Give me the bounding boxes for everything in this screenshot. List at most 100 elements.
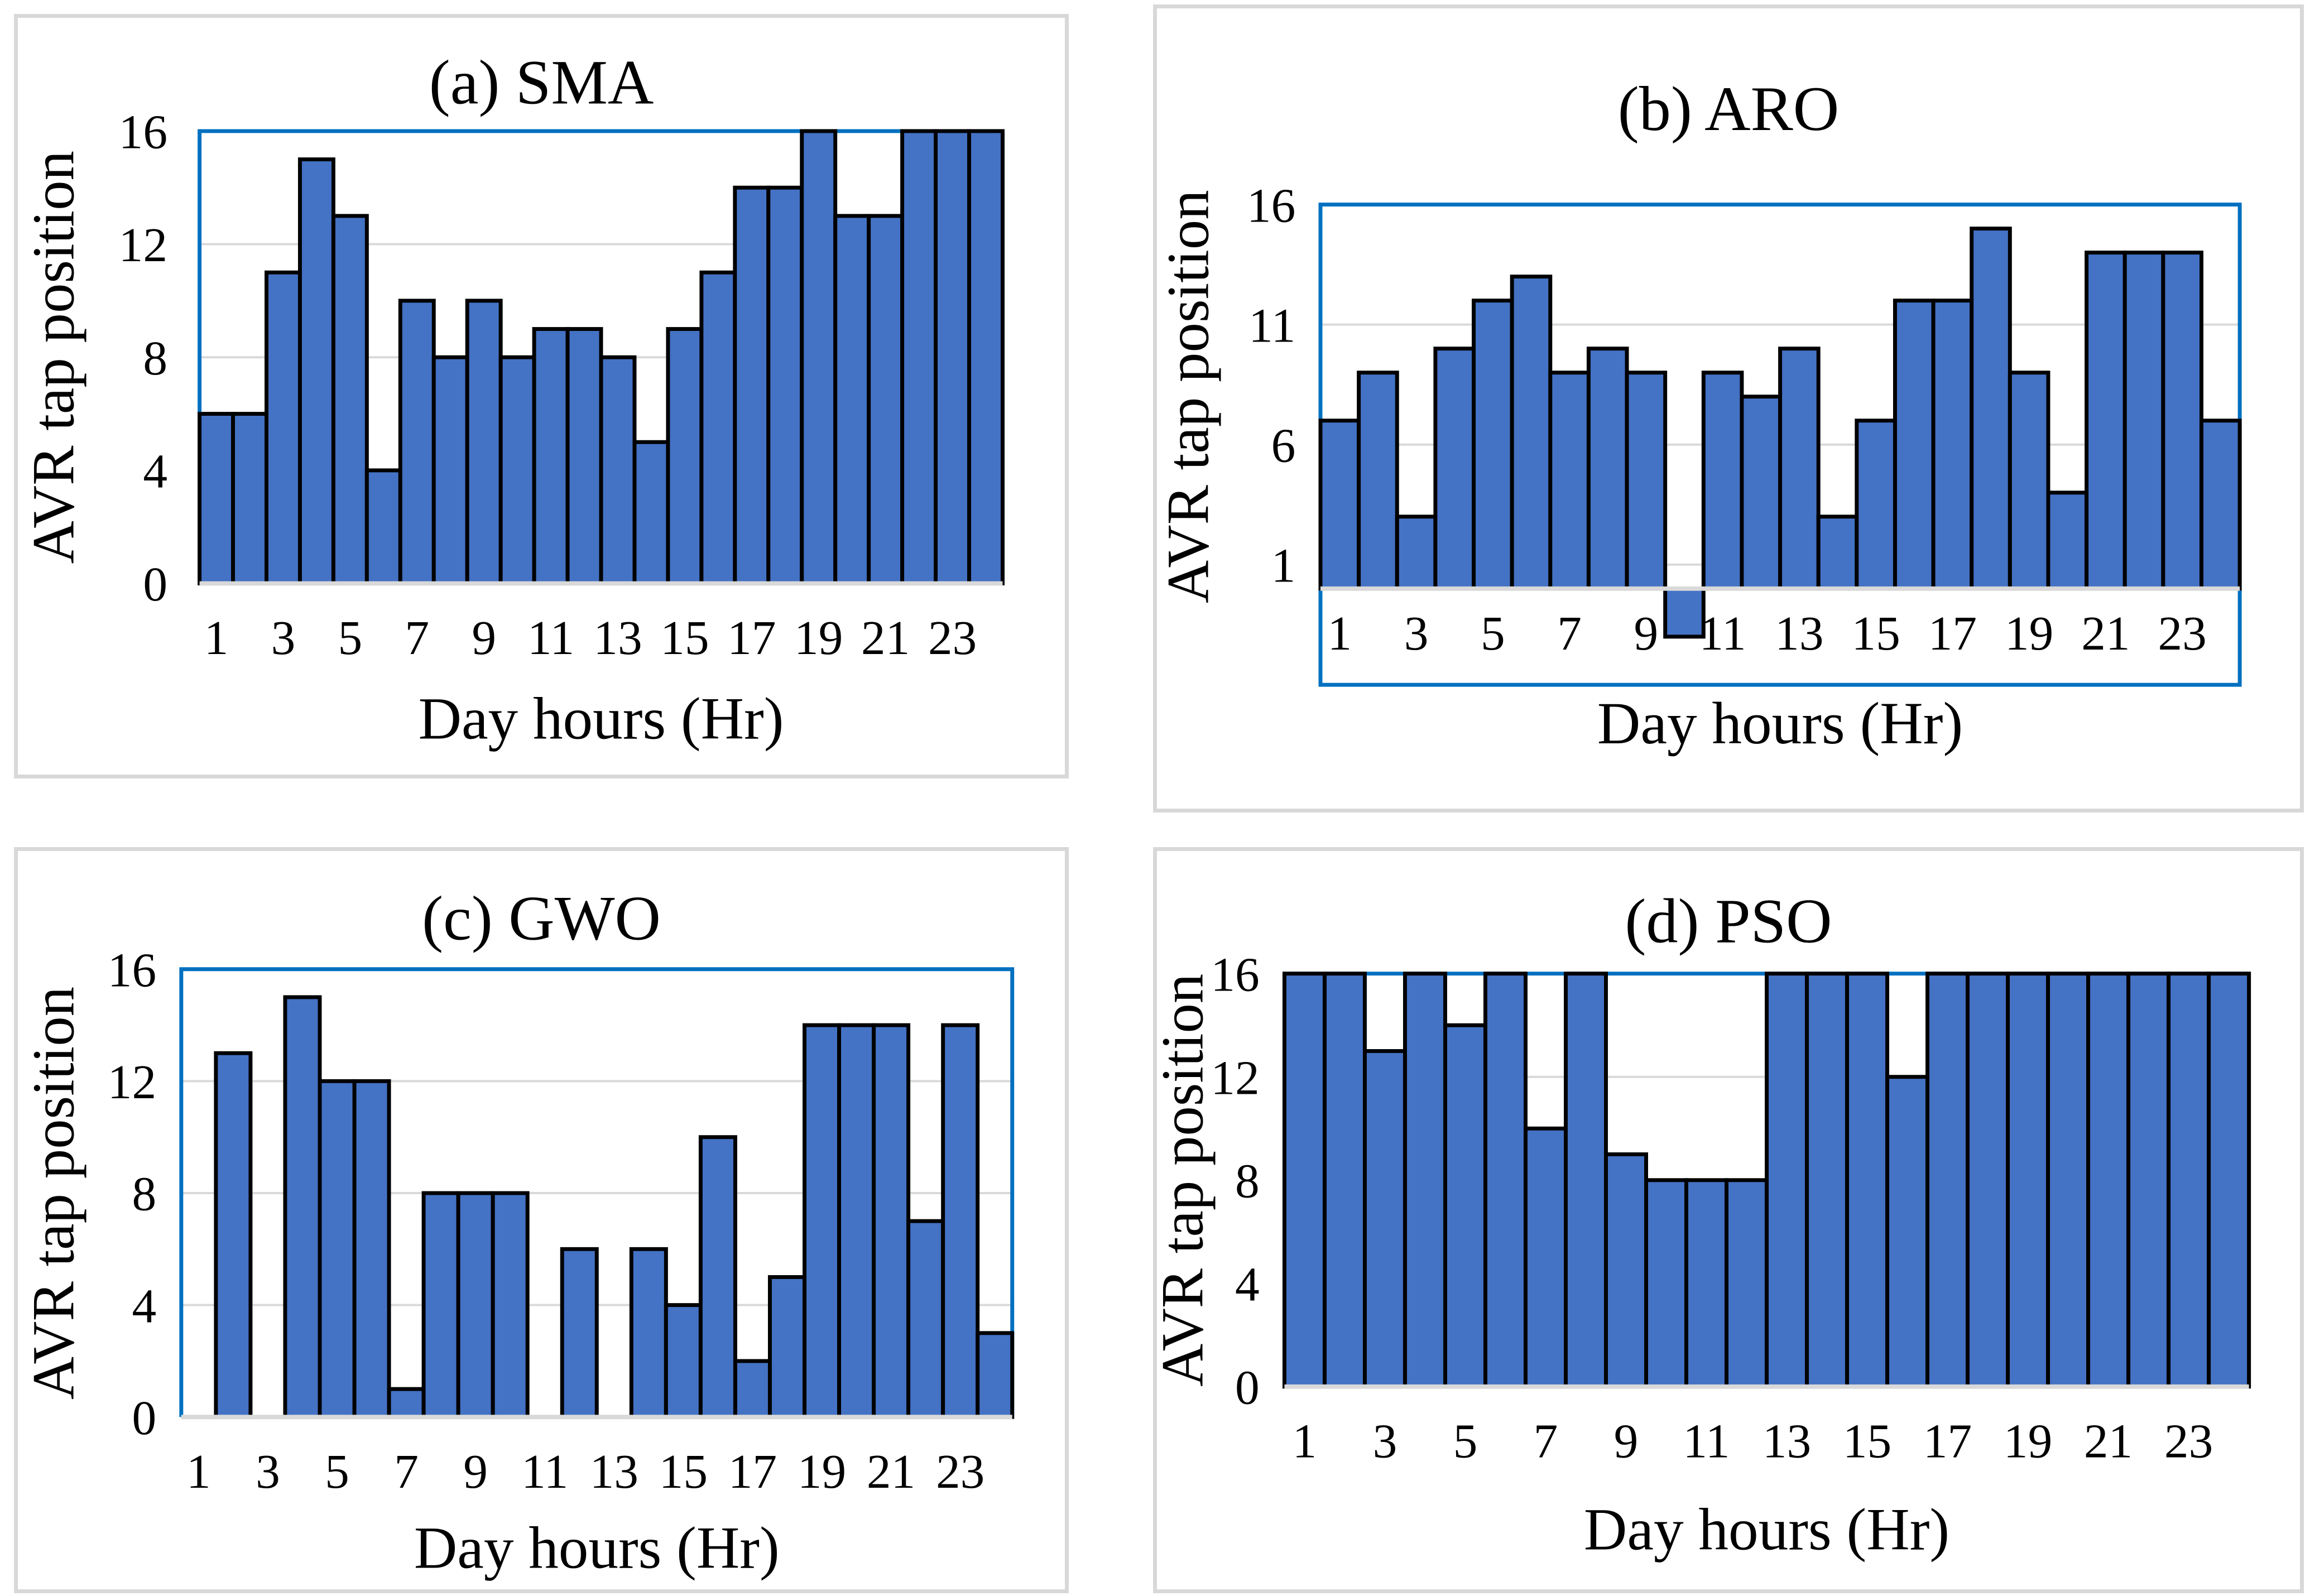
bar-hour-10 [491,1191,530,1419]
x-tick-1: 1 [186,1444,211,1498]
chart-title: (d) PSO [1625,885,1832,956]
y-tick-0: 0 [143,557,167,611]
bar-hour-7 [1548,371,1591,591]
y-tick-labels: 0 4 8 12 16 [1211,947,1259,1414]
x-tick-5: 5 [338,610,363,665]
y-axis-title: AVR tap position [1157,190,1221,603]
x-tick-17: 17 [1928,606,1977,660]
bar-hour-17 [733,1359,772,1419]
x-tick-7: 7 [1557,606,1582,660]
x-tick-23: 23 [928,610,977,665]
x-tick-13: 13 [593,610,642,665]
bar-hour-4 [1433,347,1476,591]
bar-hour-11 [532,327,570,585]
bar-hour-14 [1816,515,1859,591]
y-tick-12: 12 [1211,1051,1259,1105]
bar-hour-24 [2207,972,2251,1389]
y-tick-4: 4 [132,1278,156,1333]
bar-hour-9 [465,299,503,585]
bar-hour-24 [967,129,1005,585]
bar-hour-3 [1395,515,1438,591]
bar-hour-5 [331,214,369,585]
panel-gwo: 0 4 8 12 16 1 3 5 7 9 11 13 15 17 19 21 23 (c) GWO AVR … [14,847,1069,1593]
bar-hour-4 [283,995,322,1419]
x-tick-17: 17 [728,1444,777,1498]
bar-hour-17 [733,185,771,585]
bar-hour-2 [214,1051,253,1419]
bar-hour-2 [1322,972,1367,1389]
bar-hour-5 [318,1079,357,1419]
panel-aro: 1 6 11 16 1 3 5 7 9 11 13 15 17 19 21 23 (b) ARO AVR t… [1153,4,2304,813]
bar-hour-2 [231,412,268,585]
bar-hour-11 [1684,1178,1728,1389]
bar-hour-4 [1403,972,1447,1389]
x-tick-9: 9 [472,610,496,665]
bar-hour-17 [1931,299,1974,591]
x-tick-11: 11 [527,610,574,665]
y-axis-title: AVR tap position [21,151,87,564]
bar-hour-16 [1893,299,1936,591]
bars [1318,227,2242,639]
x-tick-13: 13 [590,1444,638,1498]
bar-hour-6 [1510,275,1553,591]
bars [1282,972,2251,1389]
x-tick-5: 5 [325,1444,349,1498]
x-tick-11: 11 [1699,606,1746,660]
x-tick-21: 21 [867,1444,915,1498]
y-tick-8: 8 [143,331,167,385]
bar-hour-19 [803,1023,841,1419]
bar-hour-18 [767,1275,806,1419]
bar-hour-1 [1318,419,1361,591]
bar-hour-22 [2122,251,2165,591]
plot-border-path [179,967,1015,1417]
y-tick-4: 4 [1235,1257,1260,1311]
y-tick-12: 12 [108,1055,156,1109]
bar-hour-23 [934,129,971,585]
bar-hour-9 [456,1191,495,1419]
y-tick-16: 16 [108,943,156,997]
chart-title: (a) SMA [429,47,654,118]
bar-hour-8 [431,355,469,585]
bar-hour-9 [1625,371,1668,591]
bar-hour-21 [2086,972,2131,1389]
bar-hour-15 [664,1303,703,1419]
bar-hour-15 [1845,972,1890,1389]
bar-hour-13 [1765,972,1809,1389]
bar-hour-12 [560,1247,599,1419]
y-tick-6: 6 [1271,419,1296,473]
x-tick-3: 3 [256,1444,280,1498]
bar-hour-14 [1805,972,1850,1389]
bar-hour-21 [867,214,905,585]
bar-hour-19 [2006,972,2050,1389]
x-tick-19: 19 [794,610,843,665]
y-tick-8: 8 [132,1167,156,1221]
x-tick-9: 9 [463,1444,488,1498]
x-tick-17: 17 [1923,1414,1972,1468]
x-tick-23: 23 [936,1444,984,1498]
bar-hour-2 [1357,371,1399,591]
bar-hour-17 [1925,972,1970,1389]
bar-hour-19 [2008,371,2050,591]
bar-hour-14 [629,1247,668,1419]
bar-hour-7 [1524,1126,1568,1389]
x-tick-21: 21 [2084,1414,2133,1468]
bar-hour-11 [1701,371,1744,591]
bar-hour-6 [1483,972,1528,1389]
bar-hour-23 [941,1023,980,1419]
bar-hour-1 [198,412,235,585]
x-tick-17: 17 [727,610,776,665]
bar-hour-19 [800,129,838,585]
bar-hour-15 [666,327,704,585]
bar-hour-21 [872,1023,911,1419]
x-axis-title: Day hours (Hr) [414,1516,780,1581]
bar-hour-5 [1472,299,1514,591]
y-tick-11: 11 [1248,298,1295,352]
bar-hour-1 [1282,972,1327,1389]
x-tick-21: 21 [2081,606,2130,660]
x-tick-labels: 1 3 5 7 9 11 13 15 17 19 21 23 [1327,606,2206,660]
y-tick-8: 8 [1235,1154,1260,1208]
y-tick-16: 16 [1211,947,1259,1001]
